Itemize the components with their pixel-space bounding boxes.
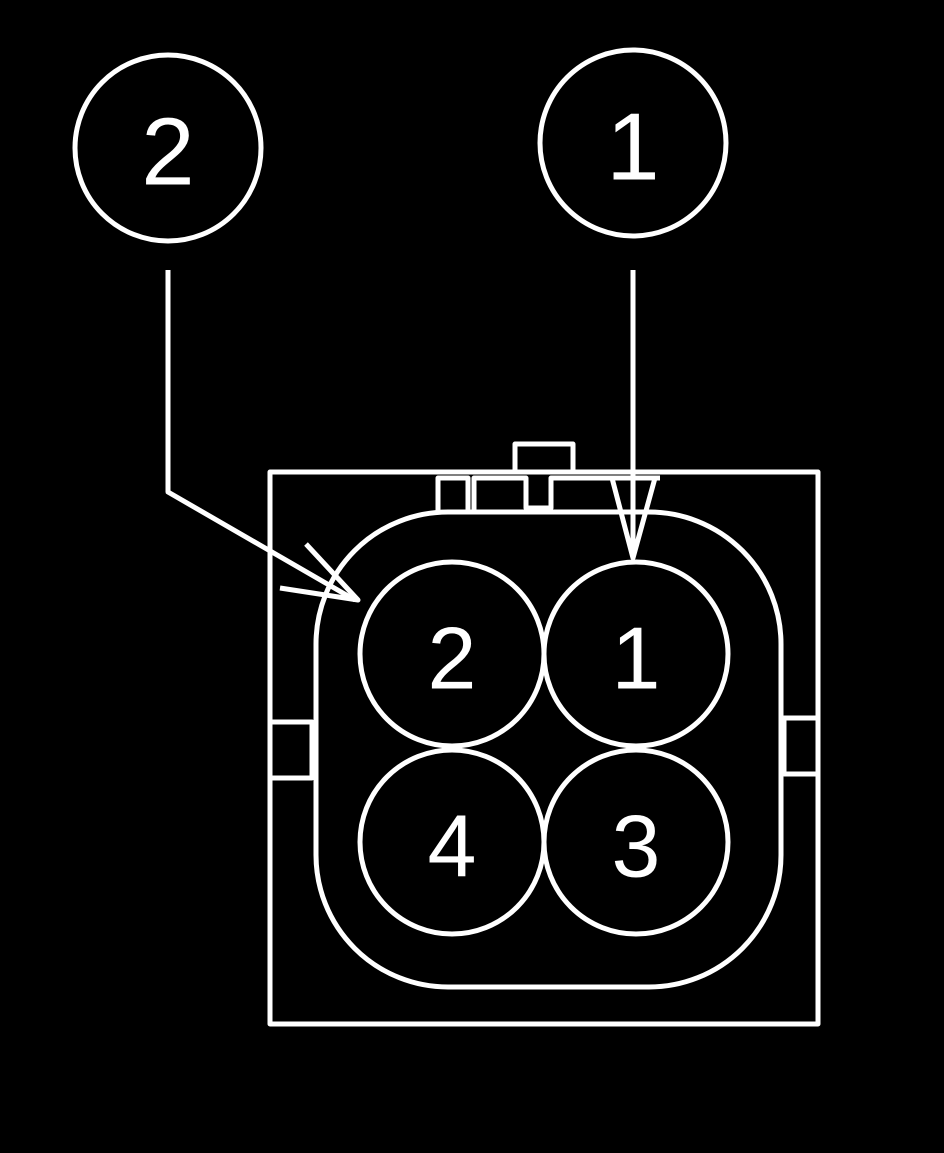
locking-tab [512,441,576,472]
pin-2-label: 2 [428,609,477,708]
pin-cavity-4: 4 [357,747,547,937]
leader-line-2 [165,270,361,603]
inner-seal-outline [313,509,784,990]
pin-4-label: 4 [428,797,477,896]
connector-body [267,441,821,1027]
callout-1: 1 [537,47,729,239]
callout-1-label: 1 [606,94,659,201]
callout-1-circle [537,47,729,239]
callout-2: 2 [72,52,264,244]
arrowhead-1 [609,477,658,561]
pin-cavity-1: 1 [541,559,731,749]
top-notch-left [435,475,471,512]
pin-3-label: 3 [612,797,661,896]
pin-1-circle [541,559,731,749]
left-side-slot [270,719,315,781]
top-notch-center [471,475,610,512]
callout-2-circle [72,52,264,244]
connector-housing [267,469,821,1027]
pin-cavity-2: 2 [357,559,547,749]
callout-2-label: 2 [141,99,194,206]
leader-line-2-path [165,270,357,603]
right-side-slot [781,715,818,777]
pin-3-circle [541,747,731,937]
pin-cavity-3: 3 [541,747,731,937]
arrowhead-2 [279,542,361,603]
leader-line-1 [609,270,658,561]
pin-1-label: 1 [612,609,661,708]
